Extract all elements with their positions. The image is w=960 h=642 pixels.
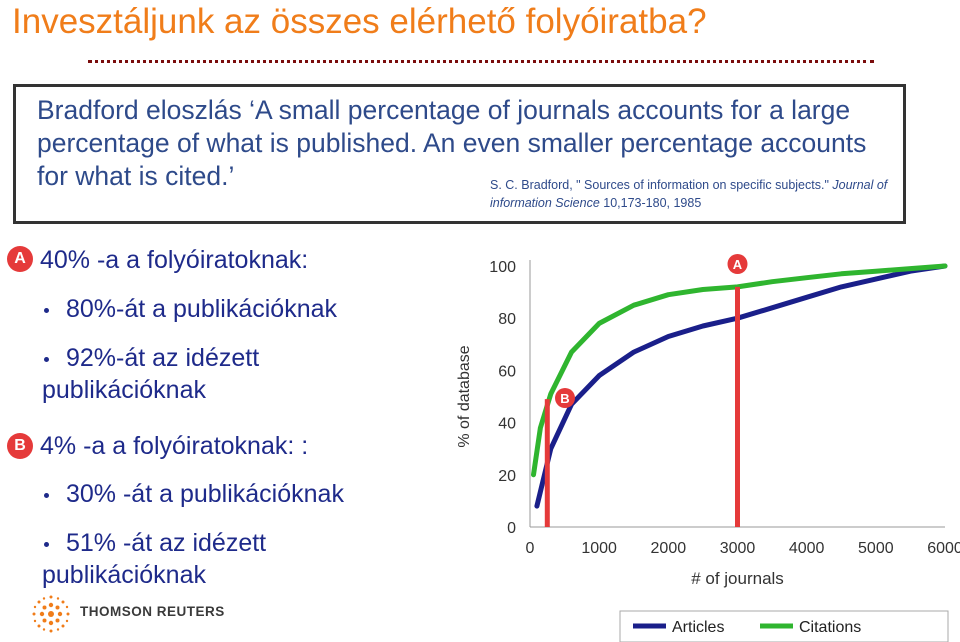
- marker-a-label: A: [733, 257, 743, 272]
- thomson-reuters-globe-icon: [32, 595, 70, 633]
- citation-journal: Journal of information Science: [490, 178, 888, 210]
- quote-line: percentage of what is published. An even…: [37, 128, 867, 158]
- y-tick-label: 40: [498, 416, 516, 433]
- y-tick-label: 80: [498, 311, 516, 328]
- point-b-item-continued: publikációknak: [42, 561, 206, 589]
- point-b-heading: 4% -a a folyóiratoknak: :: [40, 432, 309, 460]
- series-articles-line: [534, 263, 948, 509]
- slide-title: Invesztáljunk az összes elérhető folyóir…: [12, 2, 707, 41]
- bullet-dot-icon: [44, 493, 49, 498]
- marker-b-label: B: [560, 391, 569, 406]
- title-divider: [88, 60, 874, 63]
- legend-citations-label: Citations: [799, 619, 861, 636]
- y-tick-label: 100: [489, 259, 516, 276]
- point-b-item: 30% -át a publikációknak: [66, 480, 344, 508]
- point-b-item: 51% -át az idézett: [66, 529, 267, 557]
- x-tick-label: 6000: [927, 540, 960, 557]
- y-tick-label: 20: [498, 468, 516, 485]
- x-tick-label: 4000: [789, 540, 825, 557]
- quote-line: for what is cited.’: [37, 161, 235, 191]
- bullet-dot-icon: [44, 357, 49, 362]
- badge-b-icon: B: [7, 433, 33, 459]
- quote-line: Bradford eloszlás ‘A small percentage of…: [37, 95, 851, 125]
- x-tick-label: 0: [526, 540, 535, 557]
- x-tick-label: 5000: [858, 540, 894, 557]
- point-a-item-continued: publikációknak: [42, 376, 206, 404]
- point-a-heading: 40% -a a folyóiratoknak:: [40, 246, 309, 274]
- legend-articles-label: Articles: [672, 619, 724, 636]
- citation-details: 10,173-180, 1985: [603, 196, 702, 210]
- citation: S. C. Bradford, " Sources of information…: [490, 176, 890, 212]
- point-a-item: 92%-át az idézett: [66, 344, 260, 372]
- marker-b-icon: [555, 388, 575, 408]
- point-a-item: 80%-át a publikációknak: [66, 295, 337, 323]
- x-axis-label: # of journals: [691, 569, 784, 588]
- y-tick-label: 60: [498, 363, 516, 380]
- x-tick-label: 2000: [651, 540, 687, 557]
- y-axis-label: % of database: [456, 345, 473, 447]
- badge-a-icon: A: [7, 246, 33, 272]
- x-tick-label: 3000: [720, 540, 756, 557]
- bullet-dot-icon: [44, 542, 49, 547]
- bullet-dot-icon: [44, 308, 49, 313]
- brand-name: THOMSON REUTERS: [80, 604, 225, 619]
- citation-authors: S. C. Bradford, " Sources of information…: [490, 178, 829, 192]
- y-tick-label: 0: [507, 520, 516, 537]
- quote-box: Bradford eloszlás ‘A small percentage of…: [13, 84, 906, 224]
- x-tick-label: 1000: [581, 540, 617, 557]
- bradford-quote: Bradford eloszlás ‘A small percentage of…: [37, 94, 897, 193]
- marker-a-icon: [727, 254, 748, 274]
- series-citations-line: [531, 263, 948, 478]
